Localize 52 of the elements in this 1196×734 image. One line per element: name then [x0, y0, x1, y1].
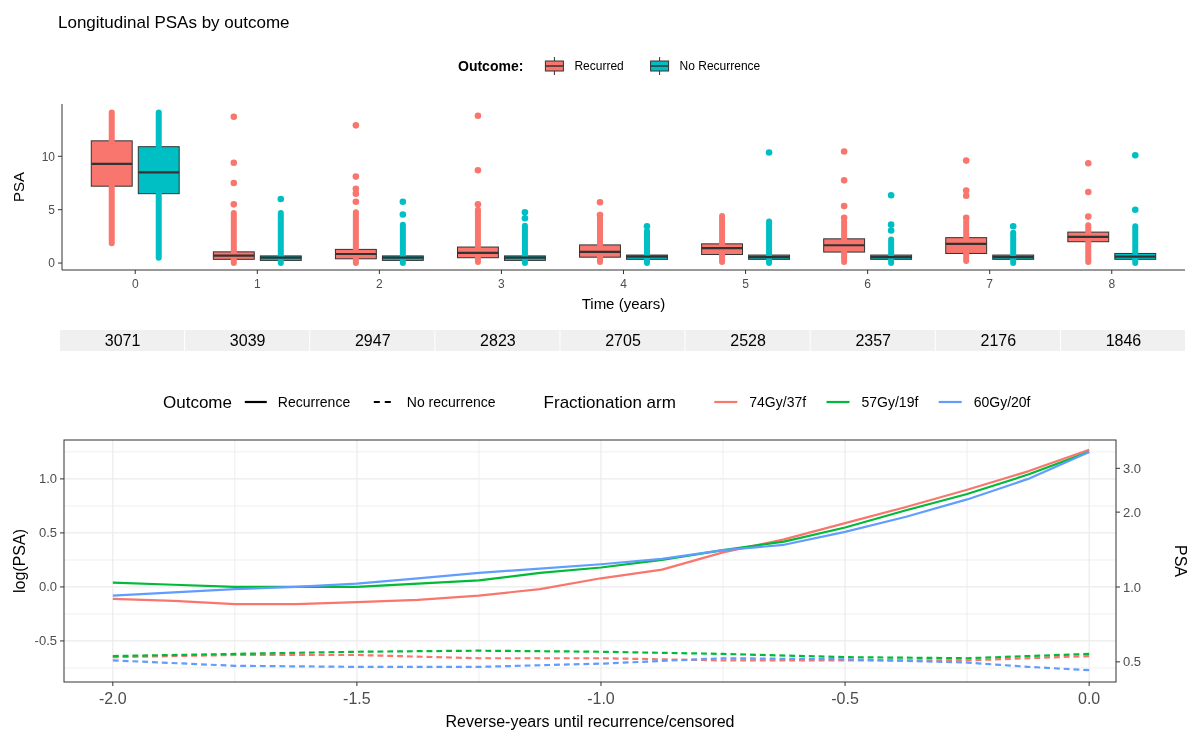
text: Outcome	[163, 393, 232, 412]
data-label: 2705	[605, 332, 641, 350]
x-tick-label: 0.0	[1078, 690, 1101, 707]
data-label: 2176	[980, 332, 1017, 350]
data-label: 3039	[229, 332, 266, 350]
x-tick-label: 3	[498, 277, 506, 291]
y-axis-title: log(PSA)	[11, 528, 28, 594]
x-tick-label: 6	[864, 277, 872, 291]
x-tick-label: -1.0	[587, 690, 615, 707]
x-tick-label: 1	[253, 277, 261, 291]
data-label: 2947	[354, 332, 391, 350]
y-tick-label: 0	[48, 256, 56, 271]
x-tick-label: 0	[131, 277, 139, 291]
x-tick-label: 4	[620, 277, 628, 291]
y-tick-label: 5	[48, 202, 56, 217]
x-axis-title: Time (years)	[581, 295, 666, 312]
y-tick-label: 10	[41, 149, 56, 164]
data-label: 2357	[855, 332, 892, 350]
y-tick-label: 1.0	[38, 471, 57, 487]
legend-label: No Recurrence	[679, 59, 761, 73]
legend-label: 57Gy/19f	[861, 394, 919, 410]
y2-tick-label: 1.0	[1123, 579, 1142, 595]
data-label: 3071	[104, 332, 141, 350]
legend-title: Fractionation arm	[543, 393, 676, 412]
x-tick-label: 8	[1108, 277, 1116, 291]
x-tick-label: -2.0	[99, 690, 127, 707]
y2-axis-title: PSA	[1172, 544, 1189, 578]
y2-tick-label: 0.5	[1123, 654, 1142, 670]
data-label: 1846	[1105, 332, 1142, 350]
text: Recurrence	[277, 394, 351, 410]
y-tick-label: -0.5	[34, 633, 57, 649]
x-tick-label: 2	[376, 277, 384, 291]
line-series	[111, 657, 1091, 672]
data-label: 2528	[730, 332, 767, 350]
y2-tick-label: 2.0	[1123, 504, 1142, 520]
y-tick-label: 0.5	[38, 525, 57, 541]
text: No recurrence	[406, 394, 496, 410]
chart-title: Longitudinal PSAs by outcome	[58, 13, 290, 32]
line-series	[111, 649, 1091, 660]
y-axis-title: PSA	[10, 171, 27, 203]
data-label: 2823	[480, 332, 516, 350]
x-axis-title: Reverse-years until recurrence/censored	[445, 713, 735, 730]
legend-title: Outcome:	[458, 58, 524, 74]
legend-label: 74Gy/37f	[749, 394, 807, 410]
y-tick-label: 0.0	[38, 579, 57, 595]
legend-label: 60Gy/20f	[973, 394, 1031, 410]
x-tick-label: -0.5	[831, 690, 859, 707]
x-tick-label: -1.5	[343, 690, 371, 707]
x-tick-label: 7	[986, 277, 994, 291]
y2-tick-label: 3.0	[1123, 460, 1142, 476]
x-tick-label: 5	[742, 277, 750, 291]
legend-label: Recurred	[574, 59, 624, 73]
